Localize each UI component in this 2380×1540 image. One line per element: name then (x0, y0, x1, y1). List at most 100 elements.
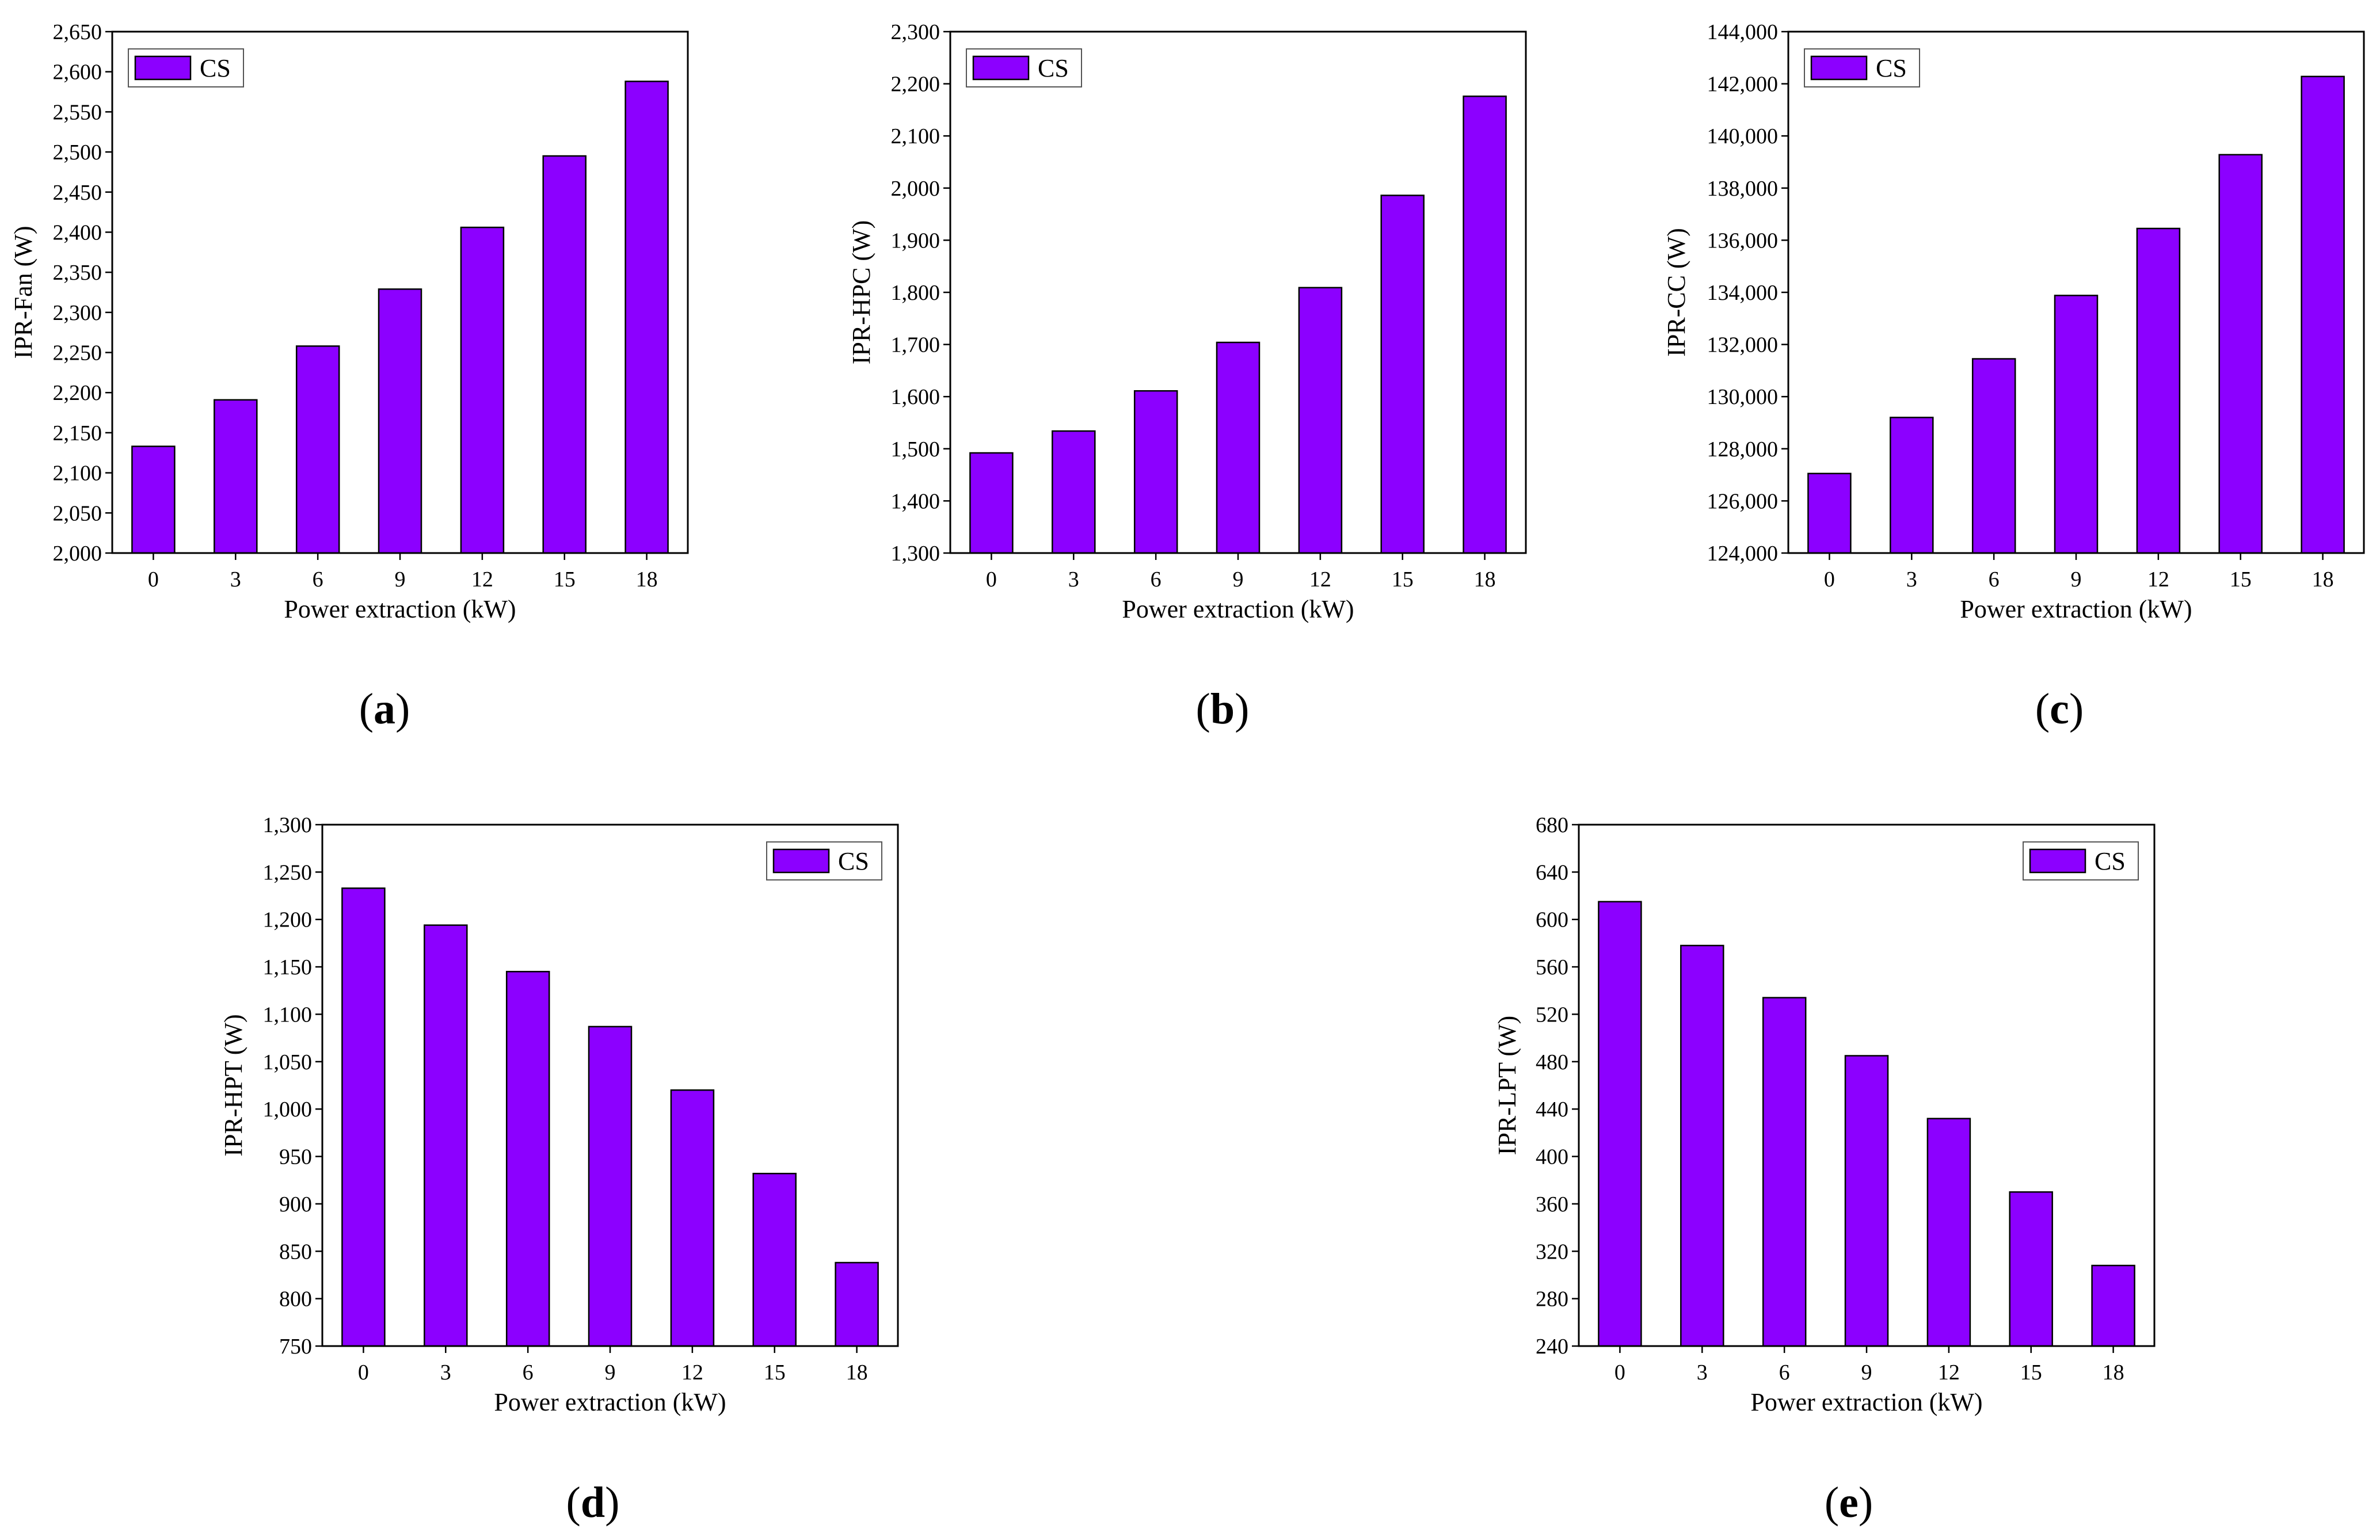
legend: CS (966, 48, 1082, 87)
x-tick-label: 9 (2071, 567, 2082, 592)
y-tick-label: 1,500 (891, 437, 940, 462)
y-tick-label: 2,400 (53, 220, 102, 245)
legend-label: CS (2095, 847, 2126, 875)
y-tick-label: 2,000 (891, 177, 940, 201)
x-tick-label: 0 (986, 567, 997, 592)
y-tick-label: 132,000 (1707, 333, 1779, 357)
x-tick-label: 12 (1309, 567, 1331, 592)
y-tick-label: 280 (1536, 1287, 1568, 1312)
bar-a-9 (378, 288, 422, 554)
bar-a-18 (624, 81, 669, 554)
panel-a: 2,000 2,050 2,100 2,150 2,200 2,250 2,300 2,350… (9, 20, 689, 623)
y-tick-label: 400 (1536, 1145, 1568, 1169)
bar-b-18 (1463, 96, 1507, 554)
bar-e-0 (1598, 901, 1642, 1347)
y-tick-label: 360 (1536, 1192, 1568, 1217)
x-tick-label: 3 (1906, 567, 1917, 592)
x-tick-label: 12 (2147, 567, 2169, 592)
y-tick-label: 130,000 (1707, 385, 1779, 409)
x-tick-label: 12 (471, 567, 493, 592)
legend-swatch (134, 55, 192, 81)
bar-e-9 (1844, 1055, 1889, 1347)
svg-text:(e): (e) (1825, 1478, 1873, 1527)
bar-e-18 (2091, 1264, 2135, 1347)
x-tick-label: 12 (681, 1360, 703, 1385)
legend-label: CS (1038, 54, 1069, 82)
y-tick-label: 134,000 (1707, 281, 1779, 305)
legend: CS (2023, 841, 2139, 880)
bar-c-9 (2054, 295, 2099, 554)
bar-e-15 (2009, 1191, 2053, 1347)
bar-a-15 (542, 155, 587, 554)
y-tick-label: 750 (279, 1335, 312, 1359)
x-tick-label: 6 (1151, 567, 1162, 592)
y-axis-label: IPR-LPT (W) (1493, 1016, 1521, 1155)
x-axis-label: Power extraction (kW) (1960, 595, 2192, 623)
y-tick-label: 2,450 (53, 181, 102, 205)
x-tick-label: 9 (1233, 567, 1244, 592)
y-tick-label: 2,500 (53, 140, 102, 165)
legend-label: CS (838, 847, 869, 875)
y-tick-label: 900 (279, 1192, 312, 1217)
y-tick-label: 320 (1536, 1240, 1568, 1264)
legend-swatch (772, 848, 830, 874)
y-tick-label: 2,200 (891, 73, 940, 97)
x-axis-label: Power extraction (kW) (1750, 1388, 1982, 1416)
bar-b-0 (969, 452, 1014, 554)
bar-b-12 (1298, 287, 1343, 554)
panel-c: 124,000 126,000 128,000 130,000 132,000 134,0… (1662, 20, 2365, 623)
panel-b: 1,300 1,400 1,500 1,600 1,700 1,800 1,900 2,000… (847, 20, 1527, 623)
y-tick-label: 144,000 (1707, 20, 1779, 44)
y-tick-label: 1,100 (263, 1002, 313, 1027)
legend-swatch (2029, 848, 2086, 874)
y-tick-label: 950 (279, 1145, 312, 1169)
bar-c-6 (1971, 358, 2016, 554)
y-tick-label: 800 (279, 1287, 312, 1312)
bar-c-15 (2218, 154, 2263, 554)
x-tick-label: 18 (636, 567, 658, 592)
y-tick-label: 600 (1536, 908, 1568, 932)
panel-e: 240 280 320 360 400 440 480 520 560 600 640 680 0 3 6 9… (1493, 813, 2156, 1416)
svg-text:(d): (d) (566, 1478, 620, 1527)
y-tick-label: 1,900 (891, 228, 940, 253)
y-tick-label: 1,400 (891, 489, 940, 513)
bar-a-0 (131, 445, 176, 554)
y-tick-label: 520 (1536, 1002, 1568, 1027)
y-tick-label: 560 (1536, 955, 1568, 979)
y-tick-label: 2,350 (53, 261, 102, 285)
bar-d-0 (341, 887, 386, 1347)
bar-e-12 (1926, 1118, 1971, 1347)
panel-label-a: (a) (359, 685, 410, 733)
x-tick-label: 15 (554, 567, 576, 592)
x-tick-label: 15 (2020, 1360, 2042, 1385)
svg-text:(b): (b) (1196, 685, 1250, 733)
bar-d-6 (505, 971, 550, 1347)
x-tick-label: 6 (313, 567, 323, 592)
y-tick-label: 1,800 (891, 281, 940, 305)
bar-a-6 (295, 345, 340, 554)
y-tick-label: 480 (1536, 1050, 1568, 1074)
x-tick-label: 6 (1989, 567, 2000, 592)
y-tick-label: 240 (1536, 1335, 1568, 1359)
x-tick-label: 18 (846, 1360, 868, 1385)
x-tick-label: 0 (1824, 567, 1835, 592)
y-tick-label: 1,600 (891, 385, 940, 409)
x-tick-label: 6 (1779, 1360, 1790, 1385)
x-axis-label: Power extraction (kW) (494, 1388, 726, 1416)
x-tick-label: 0 (1614, 1360, 1625, 1385)
y-tick-label: 1,250 (263, 860, 313, 885)
bar-b-9 (1216, 341, 1261, 554)
legend-label: CS (1876, 54, 1907, 82)
panel-d: 750 800 850 900 950 1,000 1,050 1,100 1,150 1,200… (219, 813, 899, 1416)
y-tick-label: 1,700 (891, 333, 940, 357)
y-tick-label: 2,300 (891, 20, 940, 44)
legend: CS (128, 48, 244, 87)
x-tick-label: 3 (1068, 567, 1079, 592)
x-tick-label: 18 (2312, 567, 2334, 592)
x-tick-label: 9 (1861, 1360, 1872, 1385)
bar-a-12 (460, 226, 505, 554)
y-tick-label: 2,650 (53, 20, 102, 44)
y-tick-label: 1,150 (263, 955, 313, 979)
bar-a-3 (214, 399, 258, 554)
